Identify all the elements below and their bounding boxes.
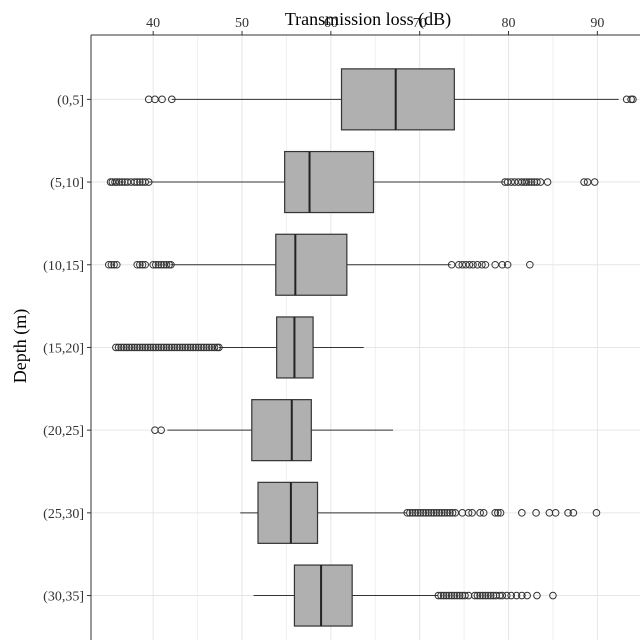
y-tick-label: (25,30] bbox=[43, 507, 84, 522]
box-group bbox=[145, 69, 636, 130]
tick-labels: 40 50 60 70 80 90 (0,5] (5,10] (10,15] (15,20] (20… bbox=[43, 16, 604, 605]
iqr-box bbox=[276, 234, 347, 295]
x-tick-label: 80 bbox=[502, 16, 516, 31]
x-tick-label: 50 bbox=[235, 16, 249, 31]
y-tick-label: (0,5] bbox=[57, 93, 84, 108]
x-axis-title: Transmission loss (dB) bbox=[285, 9, 451, 30]
y-tick-label: (5,10] bbox=[50, 176, 84, 191]
y-tick-label: (30,35] bbox=[43, 590, 84, 605]
x-tick-label: 40 bbox=[146, 16, 160, 31]
iqr-box bbox=[252, 400, 312, 461]
y-axis-title: Depth (m) bbox=[10, 309, 31, 383]
y-tick-label: (15,20] bbox=[43, 341, 84, 356]
box-group bbox=[105, 234, 533, 295]
x-tick-label: 90 bbox=[590, 16, 604, 31]
iqr-box bbox=[342, 69, 455, 130]
iqr-box bbox=[285, 152, 374, 213]
iqr-box bbox=[294, 565, 352, 626]
iqr-box bbox=[258, 482, 318, 543]
box-group bbox=[152, 400, 393, 461]
box-group bbox=[113, 317, 364, 378]
y-tick-label: (10,15] bbox=[43, 259, 84, 274]
y-tick-label: (20,25] bbox=[43, 424, 84, 439]
